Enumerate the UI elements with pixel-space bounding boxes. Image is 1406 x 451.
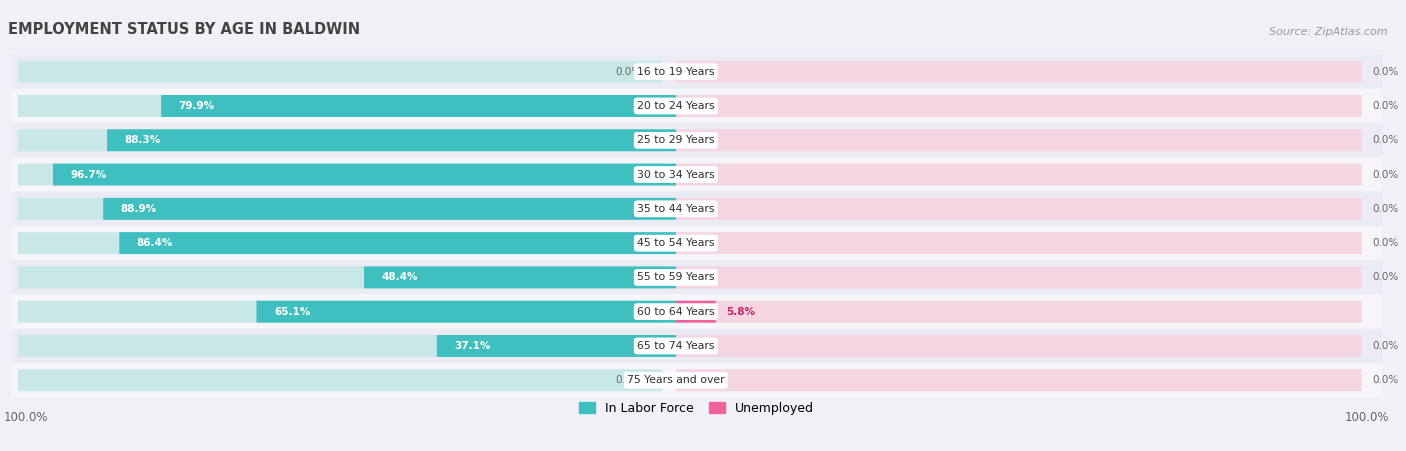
Text: 65 to 74 Years: 65 to 74 Years (637, 341, 714, 351)
Text: 45 to 54 Years: 45 to 54 Years (637, 238, 714, 248)
Text: 88.3%: 88.3% (125, 135, 160, 145)
Text: 60 to 64 Years: 60 to 64 Years (637, 307, 714, 317)
FancyBboxPatch shape (364, 267, 676, 288)
FancyBboxPatch shape (11, 54, 1382, 89)
Text: 0.0%: 0.0% (1372, 341, 1398, 351)
Text: 0.0%: 0.0% (1372, 204, 1398, 214)
FancyBboxPatch shape (11, 191, 1382, 226)
FancyBboxPatch shape (11, 363, 1382, 398)
FancyBboxPatch shape (162, 95, 676, 117)
FancyBboxPatch shape (18, 95, 662, 117)
Text: 0.0%: 0.0% (1372, 375, 1398, 385)
FancyBboxPatch shape (11, 294, 1382, 329)
FancyBboxPatch shape (53, 164, 676, 185)
Text: 30 to 34 Years: 30 to 34 Years (637, 170, 714, 179)
Text: 16 to 19 Years: 16 to 19 Years (637, 67, 714, 77)
FancyBboxPatch shape (18, 164, 662, 185)
Text: 0.0%: 0.0% (1372, 272, 1398, 282)
FancyBboxPatch shape (11, 260, 1382, 295)
Text: EMPLOYMENT STATUS BY AGE IN BALDWIN: EMPLOYMENT STATUS BY AGE IN BALDWIN (8, 23, 360, 37)
FancyBboxPatch shape (676, 301, 716, 322)
Text: 0.0%: 0.0% (1372, 170, 1398, 179)
Text: 0.0%: 0.0% (1372, 101, 1398, 111)
FancyBboxPatch shape (18, 369, 662, 391)
Text: 25 to 29 Years: 25 to 29 Years (637, 135, 714, 145)
FancyBboxPatch shape (11, 157, 1382, 192)
Text: 0.0%: 0.0% (614, 67, 641, 77)
Text: 75 Years and over: 75 Years and over (627, 375, 724, 385)
FancyBboxPatch shape (676, 95, 1361, 117)
Text: 100.0%: 100.0% (1344, 411, 1389, 424)
FancyBboxPatch shape (18, 129, 662, 151)
FancyBboxPatch shape (11, 226, 1382, 261)
FancyBboxPatch shape (11, 88, 1382, 124)
Text: 60 to 64 Years: 60 to 64 Years (637, 307, 714, 317)
FancyBboxPatch shape (18, 267, 662, 288)
Text: 16 to 19 Years: 16 to 19 Years (637, 67, 714, 77)
FancyBboxPatch shape (120, 232, 676, 254)
Text: 48.4%: 48.4% (381, 272, 418, 282)
FancyBboxPatch shape (676, 61, 1361, 83)
FancyBboxPatch shape (11, 328, 1382, 364)
FancyBboxPatch shape (676, 267, 1361, 288)
Text: 35 to 44 Years: 35 to 44 Years (637, 204, 714, 214)
Legend: In Labor Force, Unemployed: In Labor Force, Unemployed (579, 402, 814, 415)
Text: 20 to 24 Years: 20 to 24 Years (637, 101, 714, 111)
Text: 88.9%: 88.9% (121, 204, 157, 214)
Text: 96.7%: 96.7% (70, 170, 107, 179)
Text: 45 to 54 Years: 45 to 54 Years (637, 238, 714, 248)
Text: 30 to 34 Years: 30 to 34 Years (637, 170, 714, 179)
Text: Source: ZipAtlas.com: Source: ZipAtlas.com (1270, 28, 1388, 37)
Text: 65 to 74 Years: 65 to 74 Years (637, 341, 714, 351)
Text: 0.0%: 0.0% (1372, 67, 1398, 77)
FancyBboxPatch shape (18, 301, 662, 322)
Text: 35 to 44 Years: 35 to 44 Years (637, 204, 714, 214)
FancyBboxPatch shape (676, 335, 1361, 357)
Text: 55 to 59 Years: 55 to 59 Years (637, 272, 714, 282)
FancyBboxPatch shape (103, 198, 676, 220)
Text: 0.0%: 0.0% (1372, 135, 1398, 145)
FancyBboxPatch shape (676, 232, 1361, 254)
FancyBboxPatch shape (107, 129, 676, 151)
Text: 100.0%: 100.0% (4, 411, 49, 424)
Text: 65.1%: 65.1% (274, 307, 311, 317)
FancyBboxPatch shape (437, 335, 676, 357)
FancyBboxPatch shape (676, 301, 1361, 322)
FancyBboxPatch shape (18, 198, 662, 220)
FancyBboxPatch shape (18, 335, 662, 357)
Text: 0.0%: 0.0% (1372, 238, 1398, 248)
Text: 86.4%: 86.4% (136, 238, 173, 248)
Text: 55 to 59 Years: 55 to 59 Years (637, 272, 714, 282)
Text: 75 Years and over: 75 Years and over (627, 375, 724, 385)
FancyBboxPatch shape (676, 198, 1361, 220)
Text: 79.9%: 79.9% (179, 101, 215, 111)
FancyBboxPatch shape (256, 301, 676, 322)
Text: 5.8%: 5.8% (725, 307, 755, 317)
Text: 25 to 29 Years: 25 to 29 Years (637, 135, 714, 145)
FancyBboxPatch shape (18, 232, 662, 254)
Text: 20 to 24 Years: 20 to 24 Years (637, 101, 714, 111)
FancyBboxPatch shape (676, 164, 1361, 185)
FancyBboxPatch shape (676, 369, 1361, 391)
Text: 0.0%: 0.0% (614, 375, 641, 385)
FancyBboxPatch shape (676, 129, 1361, 151)
FancyBboxPatch shape (18, 61, 662, 83)
Text: 37.1%: 37.1% (454, 341, 491, 351)
FancyBboxPatch shape (11, 123, 1382, 158)
